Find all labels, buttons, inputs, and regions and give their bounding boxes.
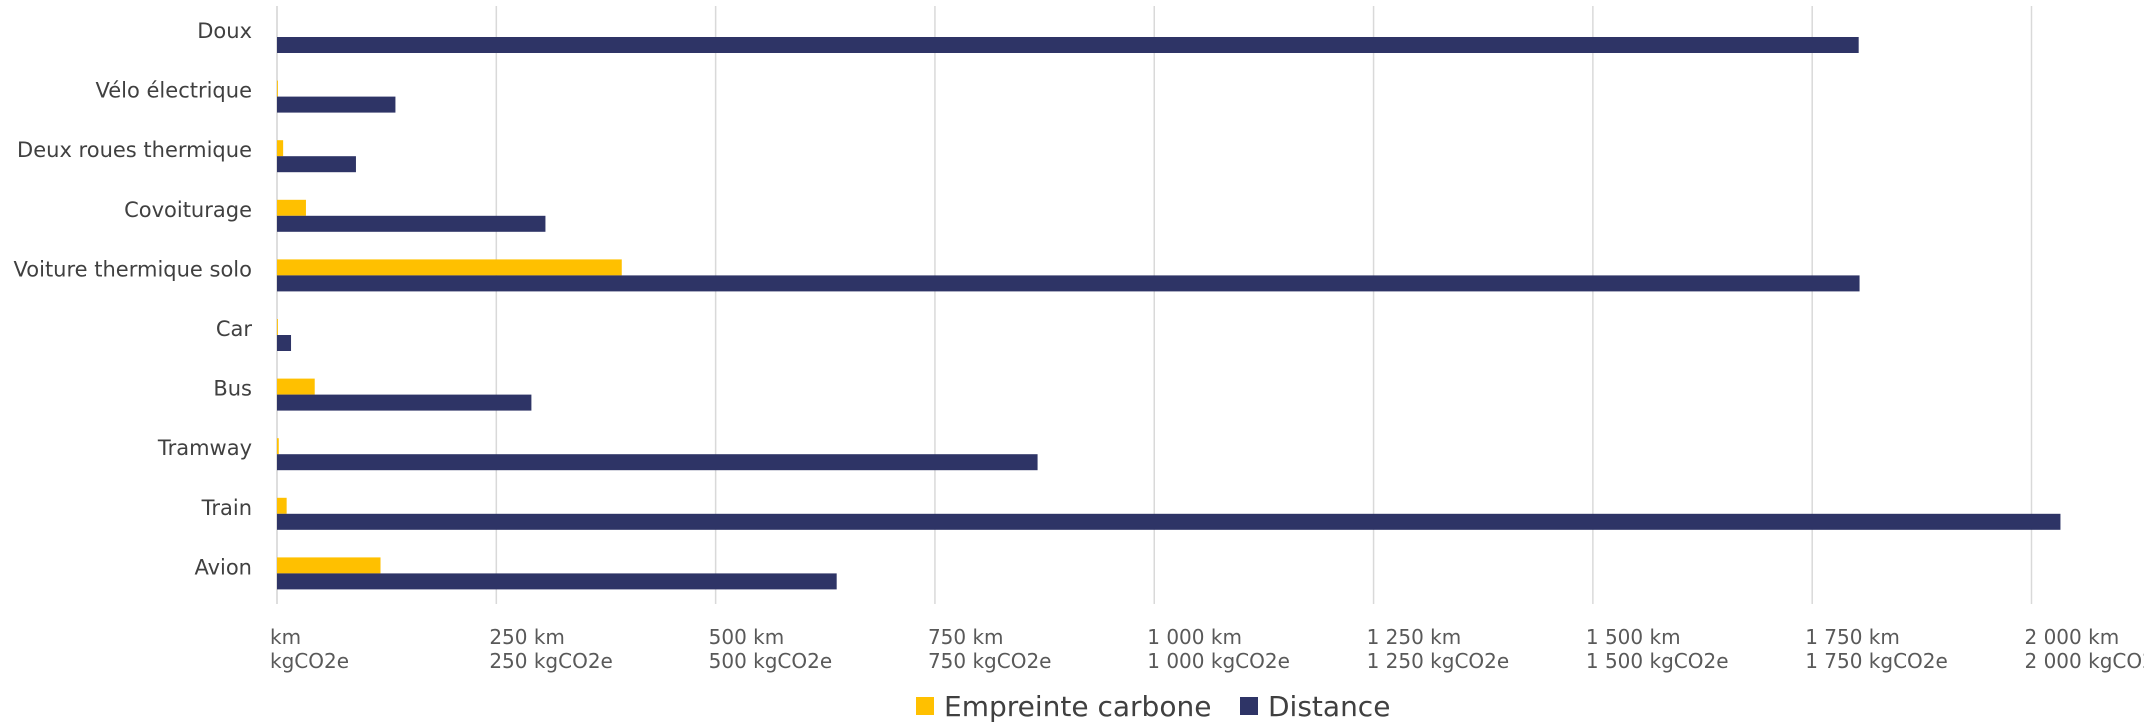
x-tick-label: km bbox=[270, 625, 301, 649]
x-tick-label: 250 kgCO2e bbox=[489, 649, 613, 673]
x-tick-label: 500 kgCO2e bbox=[709, 649, 833, 673]
bar-empreinte-carbone-tramway bbox=[277, 438, 279, 455]
category-label-tramway: Tramway bbox=[157, 436, 252, 460]
legend-item-empreinte-carbone: Empreinte carbone bbox=[916, 690, 1211, 723]
category-label-doux: Doux bbox=[197, 19, 252, 43]
bar-distance-velo-electrique bbox=[277, 96, 396, 113]
bar-empreinte-carbone-avion bbox=[277, 557, 381, 574]
bar-distance-car bbox=[277, 335, 292, 351]
bar-empreinte-carbone-train bbox=[277, 497, 287, 514]
category-label-car: Car bbox=[216, 317, 253, 341]
legend-swatch bbox=[916, 697, 934, 715]
legend-label: Empreinte carbone bbox=[944, 690, 1211, 723]
legend-swatch bbox=[1240, 697, 1258, 715]
bar-distance-deux-roues-thermique bbox=[277, 156, 356, 173]
bar-distance-tramway bbox=[277, 454, 1038, 471]
bar-empreinte-carbone-covoiturage bbox=[277, 199, 306, 216]
bar-empreinte-carbone-car bbox=[277, 319, 278, 335]
category-labels: Doux Vélo électrique Deux roues thermique C… bbox=[14, 19, 253, 579]
x-tick-label: 1 750 kgCO2e bbox=[1805, 649, 1948, 673]
x-tick-label: 1 750 km bbox=[1805, 625, 1900, 649]
category-label-velo-electrique: Vélo électrique bbox=[96, 79, 253, 103]
category-label-deux-roues-thermique: Deux roues thermique bbox=[17, 138, 252, 162]
legend-item-distance: Distance bbox=[1240, 690, 1390, 723]
category-label-train: Train bbox=[201, 496, 252, 520]
category-label-voiture-thermique-solo: Voiture thermique solo bbox=[14, 257, 252, 281]
category-label-avion: Avion bbox=[194, 555, 252, 579]
x-tick-label: 1 500 km bbox=[1586, 625, 1681, 649]
bar-distance-bus bbox=[277, 394, 532, 411]
x-tick-label: 1 000 km bbox=[1147, 625, 1242, 649]
category-label-covoiturage: Covoiturage bbox=[124, 198, 252, 222]
category-label-bus: Bus bbox=[213, 377, 252, 401]
bar-distance-doux bbox=[277, 37, 1859, 53]
x-tick-label: 250 km bbox=[489, 625, 565, 649]
x-tick-label: 2 000 km bbox=[2025, 625, 2120, 649]
x-tick-label: kgCO2e bbox=[270, 649, 349, 673]
bar-distance-train bbox=[277, 513, 2061, 530]
legend-label: Distance bbox=[1268, 690, 1390, 723]
x-tick-label: 750 kgCO2e bbox=[928, 649, 1052, 673]
bars bbox=[277, 37, 2061, 590]
bar-distance-avion bbox=[277, 573, 837, 590]
x-tick-label: 500 km bbox=[709, 625, 785, 649]
bar-empreinte-carbone-deux-roues-thermique bbox=[277, 140, 284, 157]
x-tick-label: 2 000 kgCO2e bbox=[2025, 649, 2144, 673]
bar-distance-voiture-thermique-solo bbox=[277, 275, 1860, 292]
x-tick-label: 1 000 kgCO2e bbox=[1147, 649, 1290, 673]
bar-distance-covoiturage bbox=[277, 215, 546, 232]
bar-empreinte-carbone-bus bbox=[277, 378, 315, 395]
legend: Empreinte carbone Distance bbox=[916, 690, 1390, 723]
x-tick-label: 1 250 kgCO2e bbox=[1367, 649, 1510, 673]
x-tick-label: 1 250 km bbox=[1367, 625, 1462, 649]
bar-empreinte-carbone-voiture-thermique-solo bbox=[277, 259, 622, 276]
x-tick-label: 1 500 kgCO2e bbox=[1586, 649, 1729, 673]
x-tick-label: 750 km bbox=[928, 625, 1004, 649]
bar-empreinte-carbone-velo-electrique bbox=[277, 80, 278, 97]
